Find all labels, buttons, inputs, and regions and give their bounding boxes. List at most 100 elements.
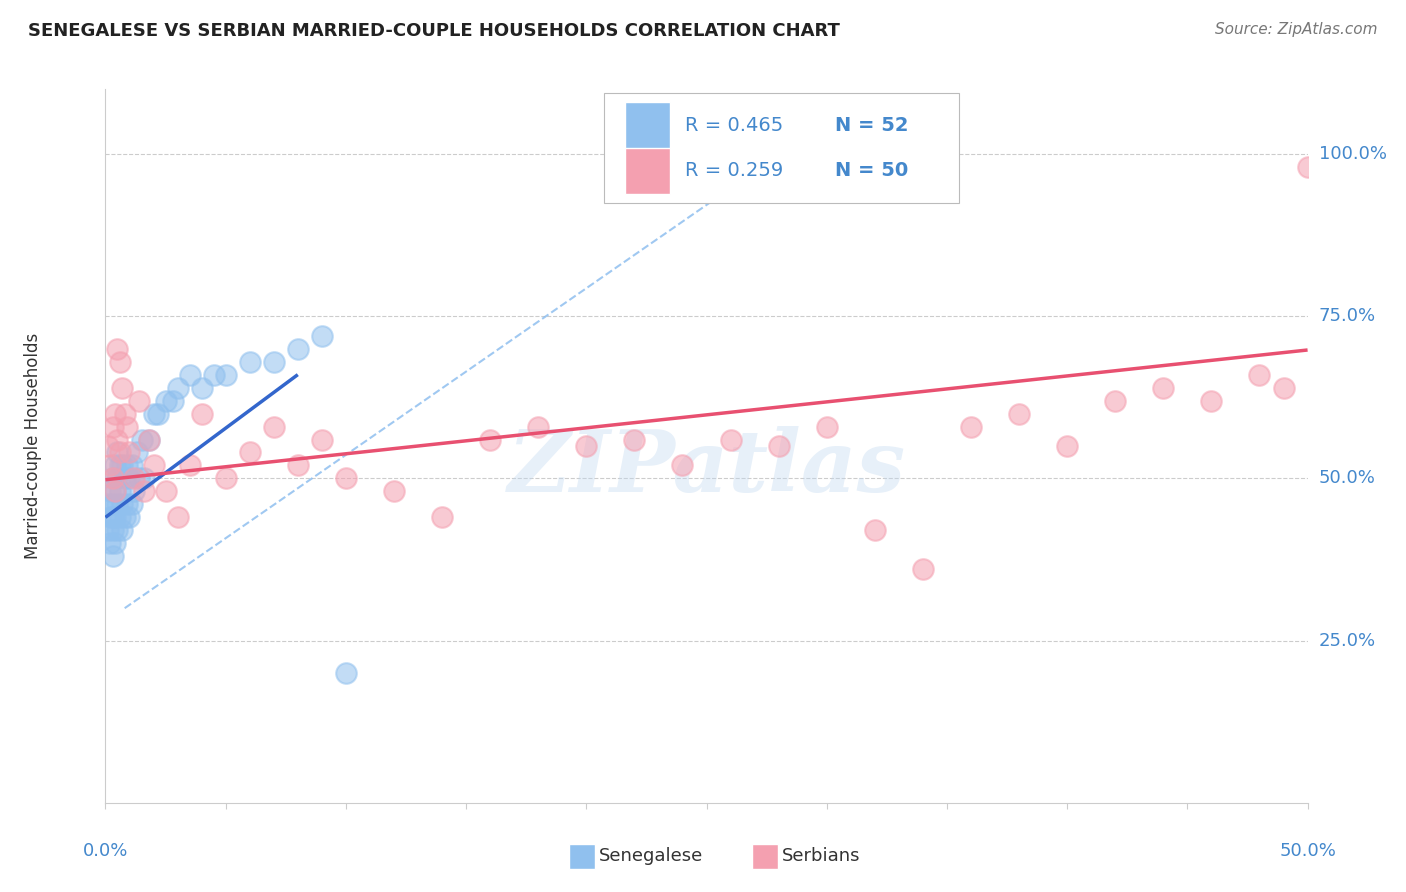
Point [118, 445, 141, 459]
Text: N = 50: N = 50 [835, 161, 908, 180]
Text: 50.0%: 50.0% [1319, 469, 1375, 487]
Text: Source: ZipAtlas.com: Source: ZipAtlas.com [1215, 22, 1378, 37]
Point [104, 510, 127, 524]
Point [114, 510, 136, 524]
Point [104, 484, 127, 499]
Point [108, 510, 131, 524]
Point [311, 433, 333, 447]
Point [239, 354, 262, 368]
Point [1152, 381, 1174, 395]
Text: Serbians: Serbians [782, 847, 860, 865]
Point [1296, 160, 1319, 174]
Point [111, 381, 134, 395]
Point [101, 549, 124, 564]
Point [623, 433, 645, 447]
Point [111, 524, 134, 538]
Point [263, 419, 285, 434]
Text: R = 0.465: R = 0.465 [685, 116, 783, 135]
Point [104, 407, 127, 421]
Point [101, 510, 124, 524]
Point [115, 458, 138, 473]
Point [311, 328, 333, 343]
Text: SENEGALESE VS SERBIAN MARRIED-COUPLE HOUSEHOLDS CORRELATION CHART: SENEGALESE VS SERBIAN MARRIED-COUPLE HOU… [28, 22, 839, 40]
Point [287, 458, 309, 473]
Text: 100.0%: 100.0% [1319, 145, 1386, 163]
Point [1249, 368, 1271, 382]
Point [104, 484, 127, 499]
Text: R = 0.259: R = 0.259 [685, 161, 783, 180]
Point [479, 433, 502, 447]
Point [960, 419, 983, 434]
Point [114, 471, 136, 485]
Point [121, 458, 143, 473]
Point [239, 445, 262, 459]
Point [108, 458, 131, 473]
Point [911, 562, 934, 576]
Point [97, 524, 120, 538]
Text: Senegalese: Senegalese [599, 847, 703, 865]
Text: 75.0%: 75.0% [1319, 307, 1376, 326]
Point [107, 445, 129, 459]
Point [128, 393, 150, 408]
Point [108, 445, 131, 459]
Point [101, 497, 124, 511]
Point [863, 524, 886, 538]
Point [155, 484, 177, 499]
Point [98, 458, 121, 473]
Text: 0.0%: 0.0% [83, 842, 128, 860]
Point [97, 439, 120, 453]
Point [815, 419, 838, 434]
Point [263, 354, 285, 368]
Point [101, 524, 124, 538]
Point [1272, 381, 1295, 395]
Text: Married-couple Households: Married-couple Households [24, 333, 42, 559]
Point [104, 536, 127, 550]
Point [124, 484, 146, 499]
Point [202, 368, 225, 382]
Text: N = 52: N = 52 [835, 116, 908, 135]
Point [104, 458, 127, 473]
Point [132, 471, 155, 485]
Point [98, 484, 121, 499]
Point [97, 497, 120, 511]
Point [138, 433, 160, 447]
Text: ZIPatlas: ZIPatlas [508, 425, 905, 509]
Point [1008, 407, 1031, 421]
Point [111, 497, 134, 511]
Point [101, 471, 124, 485]
Point [179, 458, 201, 473]
Point [142, 458, 165, 473]
Point [430, 510, 453, 524]
Point [575, 439, 598, 453]
Point [1201, 393, 1223, 408]
Point [166, 510, 188, 524]
Point [155, 393, 177, 408]
Point [101, 419, 124, 434]
Point [335, 471, 357, 485]
Point [132, 484, 155, 499]
Point [527, 419, 550, 434]
Point [382, 484, 405, 499]
Point [166, 381, 188, 395]
Point [107, 524, 129, 538]
Point [335, 666, 357, 681]
Point [115, 419, 138, 434]
FancyBboxPatch shape [624, 102, 671, 148]
Point [101, 471, 124, 485]
Point [124, 471, 146, 485]
Point [190, 407, 212, 421]
Point [214, 368, 236, 382]
Point [118, 510, 141, 524]
Point [111, 458, 134, 473]
Point [131, 433, 153, 447]
Point [671, 458, 693, 473]
Point [114, 407, 136, 421]
FancyBboxPatch shape [624, 148, 671, 194]
Point [128, 471, 150, 485]
Point [108, 354, 131, 368]
Text: 50.0%: 50.0% [1279, 842, 1336, 860]
Point [107, 497, 129, 511]
Point [162, 393, 184, 408]
Point [1056, 439, 1078, 453]
Point [148, 407, 170, 421]
